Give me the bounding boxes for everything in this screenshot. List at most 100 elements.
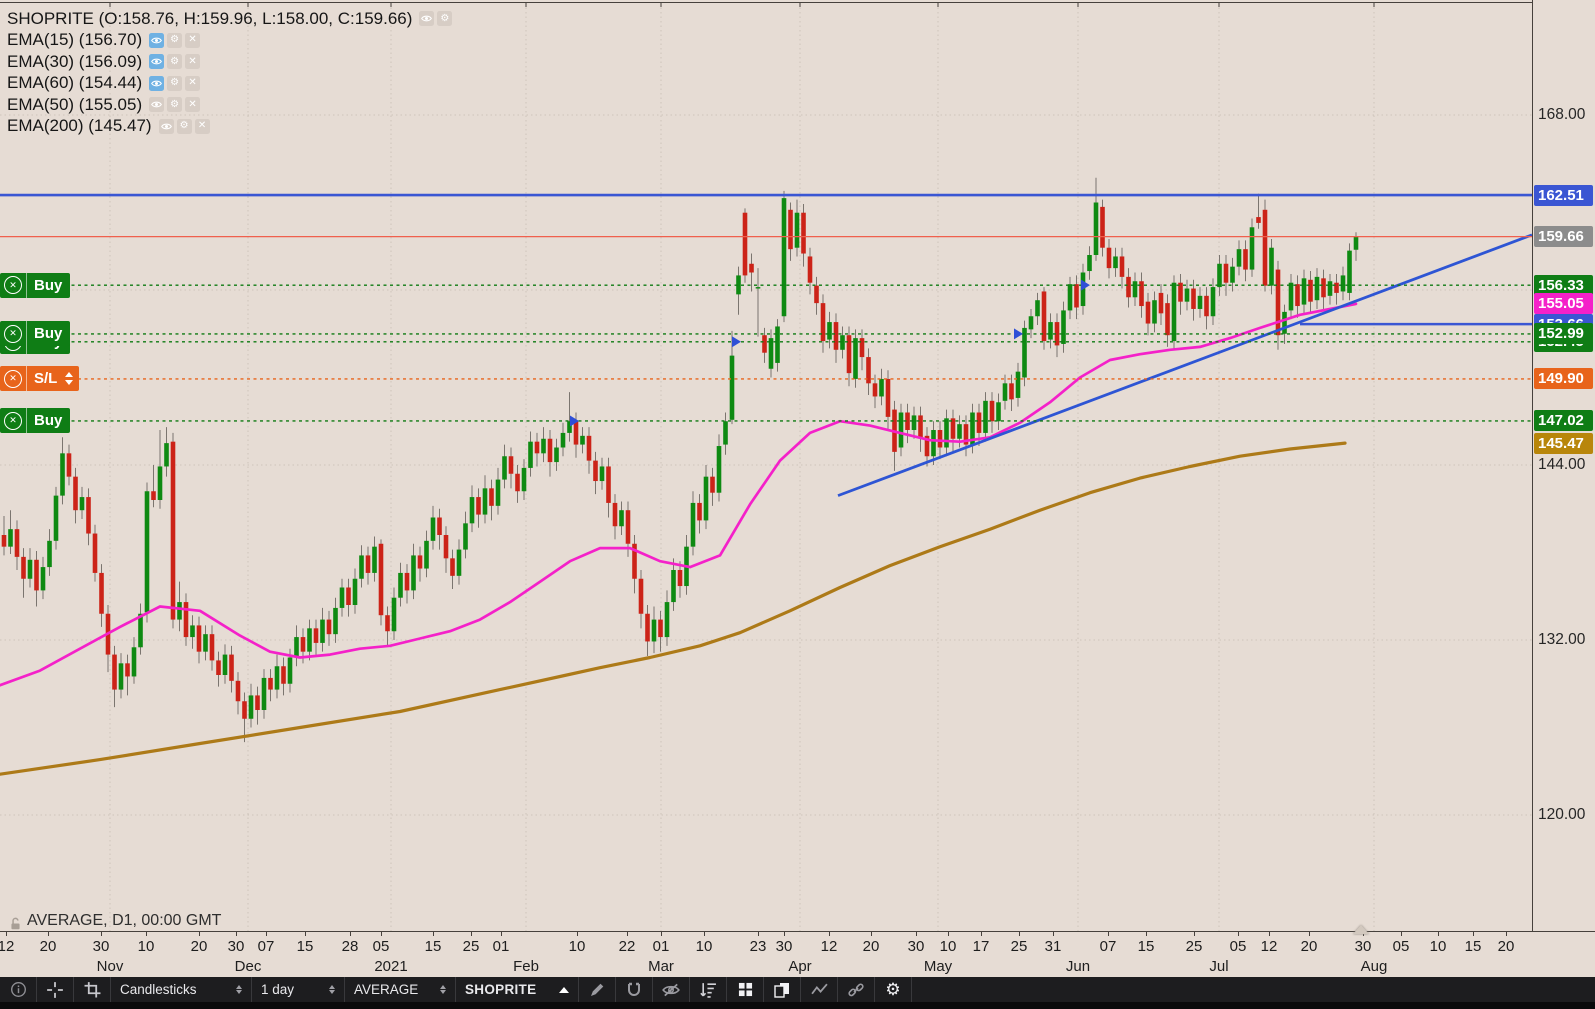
candle-body (1145, 301, 1151, 324)
eye-icon[interactable] (149, 97, 165, 113)
candle-body (294, 637, 299, 658)
candle-body (638, 578, 644, 614)
gear-icon[interactable]: ⚙ (437, 11, 453, 27)
month-label: Apr (788, 958, 812, 975)
timeframe-dropdown[interactable]: 1 day (252, 977, 345, 1002)
time-tick (829, 932, 830, 936)
hide-button[interactable] (653, 977, 690, 1002)
time-axis[interactable]: 12 20 30 10 20 30 07 15 28 05 15 25 01 10 22 01 10 23 30 12… (0, 925, 1595, 978)
candle-body (957, 424, 962, 439)
candle-body (612, 502, 618, 527)
candle-body (144, 491, 150, 613)
close-icon[interactable]: ✕ (185, 97, 201, 113)
day-tick-label: 30 (1354, 938, 1372, 955)
buy-order-label[interactable]: ✕Buy (0, 321, 71, 347)
close-icon[interactable]: ✕ (194, 118, 210, 134)
chart-type-label: Candlesticks (120, 982, 197, 997)
price-badge: 152.99 (1534, 323, 1593, 345)
gear-icon[interactable]: ⚙ (167, 75, 183, 91)
sort-button[interactable] (690, 977, 727, 1002)
candle-body (846, 335, 852, 374)
candle-body (1204, 295, 1209, 317)
windows-button[interactable] (764, 977, 801, 1002)
day-tick-label: 01 (492, 938, 510, 955)
candle-body (287, 657, 293, 684)
gear-icon[interactable]: ⚙ (176, 118, 192, 134)
magnet-button[interactable] (616, 977, 653, 1002)
candle-body (762, 335, 767, 353)
close-order-icon[interactable]: ✕ (4, 369, 22, 388)
info-button[interactable] (0, 977, 37, 1002)
candle-body (1113, 256, 1118, 269)
gear-icon[interactable]: ⚙ (167, 54, 183, 70)
indicator-row-ema30: EMA(30) (156.09) ⚙ ✕ (7, 51, 452, 73)
candle-body (216, 660, 221, 675)
buy-order-label[interactable]: ✕Buy (0, 408, 71, 434)
candle-body (677, 569, 683, 587)
eye-icon[interactable] (149, 54, 165, 70)
candle-body (911, 415, 917, 430)
candle-body (170, 441, 176, 620)
layout-grid-button[interactable] (727, 977, 764, 1002)
crop-button[interactable] (74, 977, 111, 1002)
draw-button[interactable] (579, 977, 616, 1002)
lock-icon[interactable] (9, 917, 22, 935)
close-order-icon[interactable]: ✕ (4, 324, 22, 343)
candle-body (404, 572, 410, 591)
ema-line[interactable] (0, 441, 1347, 776)
objects-button[interactable] (801, 977, 838, 1002)
gear-icon[interactable]: ⚙ (167, 32, 183, 48)
ema-line[interactable] (0, 302, 1358, 687)
symbol-label: SHOPRITE (465, 982, 537, 997)
trendline[interactable] (837, 233, 1532, 497)
order-label-text: Buy (26, 321, 70, 347)
close-icon[interactable]: ✕ (185, 32, 201, 48)
account-dropdown[interactable]: AVERAGE (345, 977, 456, 1002)
symbol-ohlc-text: SHOPRITE (O:158.76, H:159.96, L:158.00, … (7, 8, 413, 28)
settings-button[interactable]: ⚙ (875, 977, 912, 1002)
candle-body (495, 479, 501, 506)
symbol-selector[interactable]: SHOPRITE (456, 977, 579, 1002)
candle-body (1184, 288, 1190, 302)
decrease-icon[interactable] (65, 380, 74, 386)
chart-type-dropdown[interactable]: Candlesticks (111, 977, 252, 1002)
axis-position-marker[interactable] (1353, 925, 1369, 934)
day-tick-label: 05 (372, 938, 390, 955)
price-axis[interactable]: 168.00 144.00 132.00 120.00 162.51 159.66 156.… (1532, 0, 1595, 931)
increase-icon[interactable] (65, 372, 74, 378)
price-badge: 149.90 (1534, 368, 1593, 390)
candle-body (443, 534, 449, 559)
close-icon[interactable]: ✕ (185, 75, 201, 91)
month-label: Aug (1360, 958, 1388, 975)
close-order-icon[interactable]: ✕ (4, 411, 22, 430)
candle-body (157, 466, 163, 500)
candle-body (1230, 266, 1235, 283)
buy-order-label[interactable]: ✕Buy (0, 272, 71, 298)
month-label: Nov (96, 958, 124, 975)
chart-plot-area[interactable] (0, 0, 1532, 931)
eye-icon[interactable] (149, 75, 165, 91)
candle-body (723, 421, 728, 445)
link-button[interactable] (838, 977, 875, 1002)
candle-body (151, 491, 156, 500)
crosshair-button[interactable] (37, 977, 74, 1002)
gear-icon[interactable]: ⚙ (167, 97, 183, 113)
stop-loss-label[interactable]: ✕ S/L (0, 366, 80, 392)
candle-body (573, 421, 579, 445)
close-icon[interactable]: ✕ (185, 54, 201, 70)
candle-body (924, 435, 930, 457)
eye-icon[interactable] (149, 32, 165, 48)
close-order-icon[interactable]: ✕ (4, 276, 22, 295)
candle-body (1132, 281, 1138, 298)
time-tick (1401, 932, 1402, 936)
time-tick (101, 932, 102, 936)
eye-icon[interactable] (158, 118, 174, 134)
candle-body (1009, 383, 1014, 400)
candle-body (749, 263, 754, 273)
day-tick-label: 20 (1497, 938, 1515, 955)
buy-entry-marker (732, 336, 741, 348)
month-label: Feb (513, 958, 539, 975)
month-label: Mar (648, 958, 674, 975)
candle-body (1048, 322, 1053, 340)
eye-icon[interactable] (419, 11, 435, 27)
